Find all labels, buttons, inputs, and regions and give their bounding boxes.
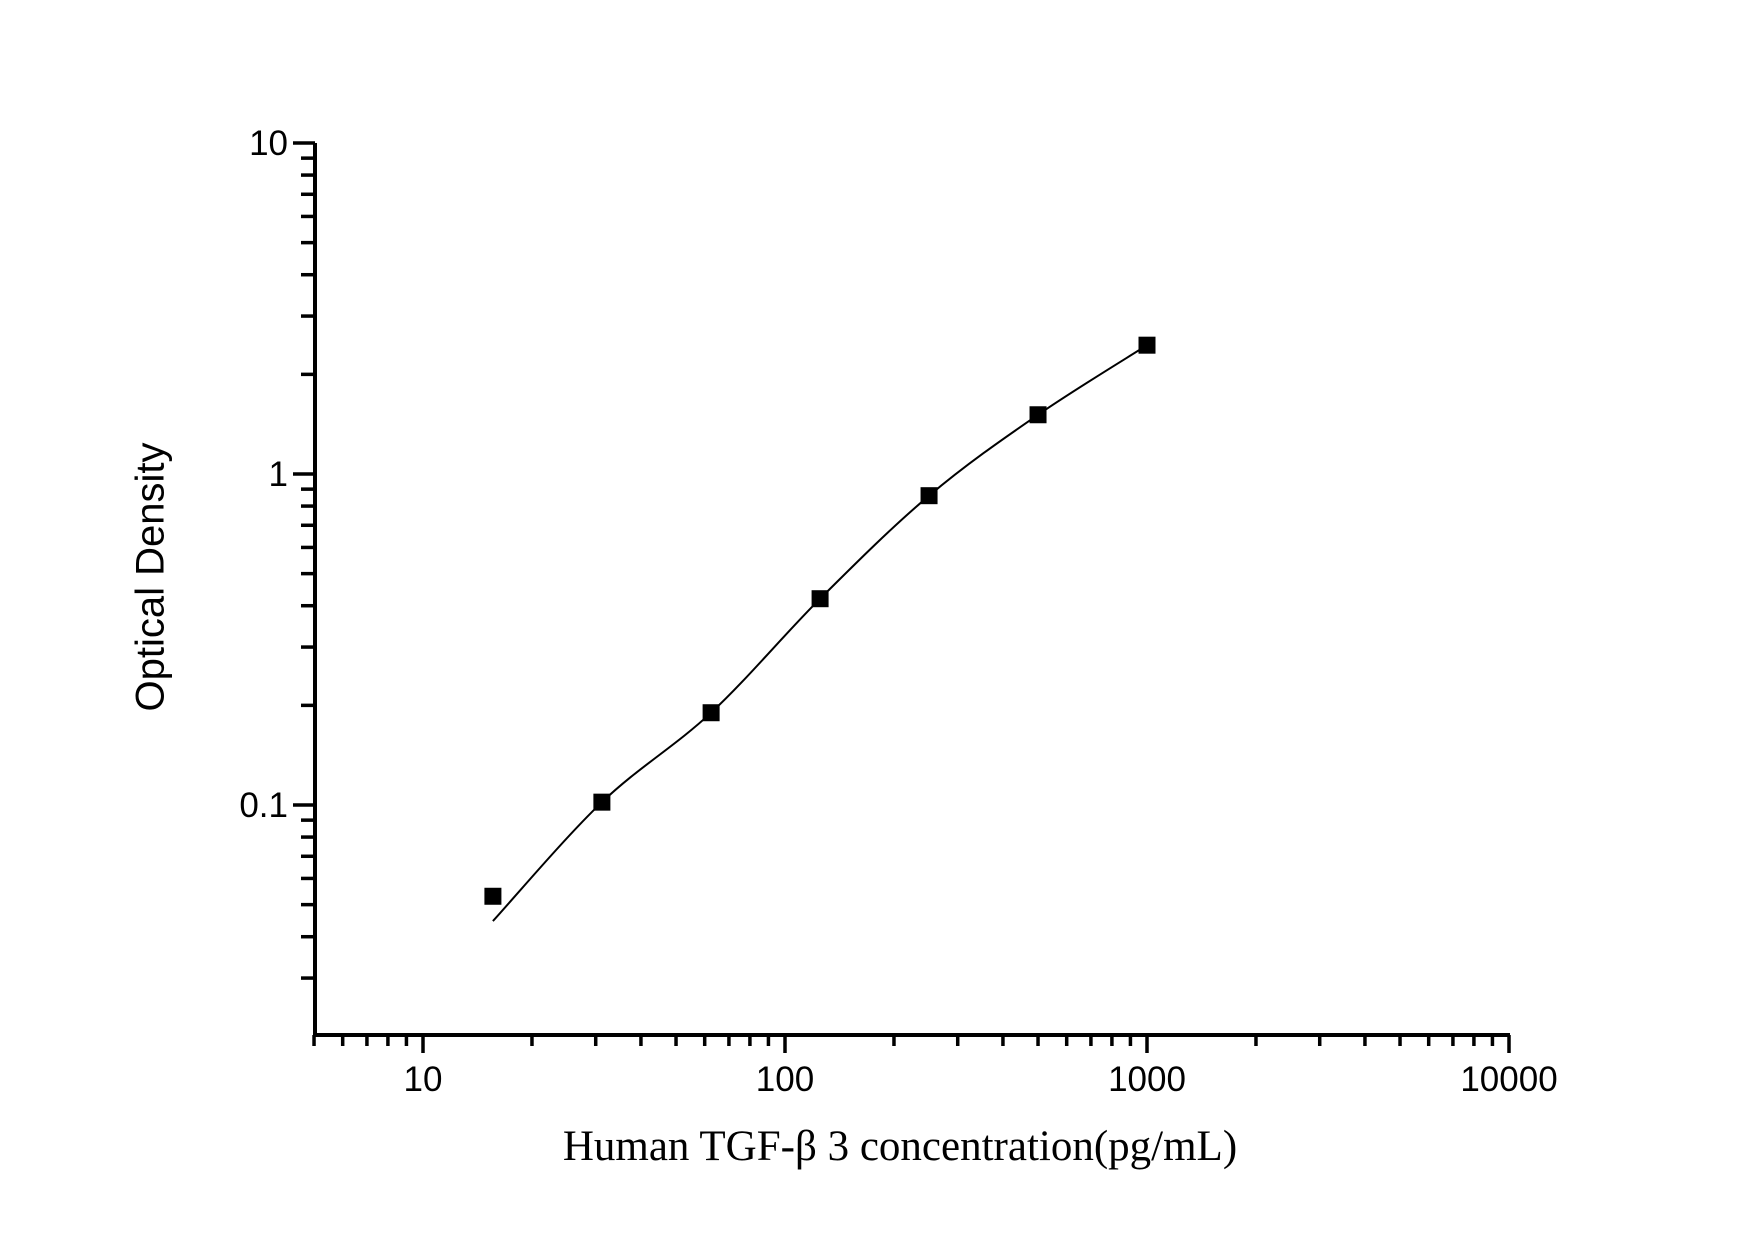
x-tick-label: 1000 [1108, 1060, 1186, 1099]
x-tick-label: 10 [404, 1060, 443, 1099]
data-point-marker [920, 487, 938, 505]
x-tick-label: 100 [756, 1060, 814, 1099]
data-point-marker [593, 793, 611, 811]
standard-curve-line [492, 344, 1148, 922]
data-point-marker [1029, 406, 1047, 424]
y-tick-label: 10 [249, 124, 288, 163]
data-point-marker [811, 590, 829, 608]
x-tick-label: 10000 [1460, 1060, 1557, 1099]
y-axis-title: Optical Density [128, 442, 173, 712]
y-tick-label: 0.1 [239, 786, 288, 825]
data-point-marker [1138, 336, 1156, 354]
data-point-marker [702, 704, 720, 722]
x-axis-title: Human TGF-β 3 concentration(pg/mL) [562, 1123, 1238, 1170]
data-point-marker [484, 887, 502, 905]
y-tick-label: 1 [269, 455, 288, 494]
